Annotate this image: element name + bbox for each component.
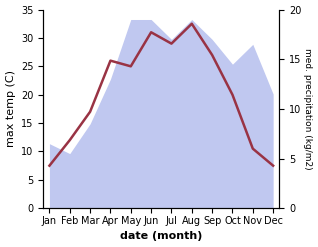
Y-axis label: med. precipitation (kg/m2): med. precipitation (kg/m2): [303, 48, 313, 170]
Y-axis label: max temp (C): max temp (C): [5, 70, 16, 147]
X-axis label: date (month): date (month): [120, 231, 203, 242]
